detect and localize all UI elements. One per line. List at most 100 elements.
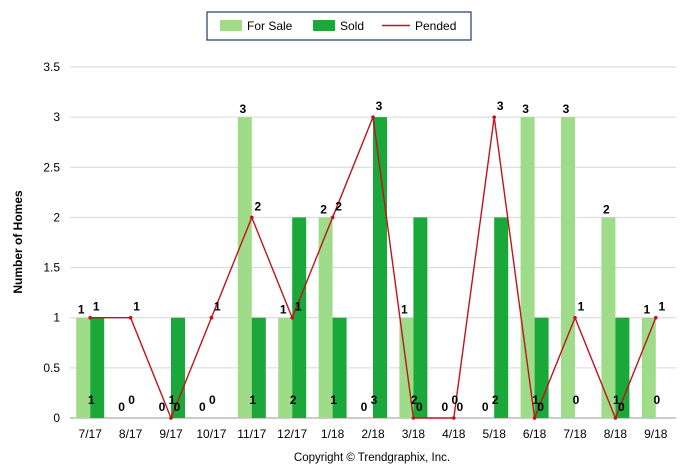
data-label-pended: 0	[537, 400, 544, 414]
data-label-for-sale: 1	[280, 303, 287, 317]
bar-for-sale	[561, 117, 575, 419]
x-axis: 7/17 8/17 9/17 10/17 11/17 12/17 1/18 2/18 3/18 4…	[79, 427, 668, 441]
data-label-pended: 1	[658, 300, 665, 314]
bar-for-sale	[278, 317, 293, 418]
data-label-sold: 1	[330, 393, 337, 407]
bars	[76, 117, 656, 419]
data-label-sold: 2	[290, 393, 297, 407]
data-label-sold: 1	[532, 393, 539, 407]
bar-sold	[90, 317, 105, 418]
data-label-sold: 0	[209, 393, 216, 407]
legend-label-for-sale: For Sale	[247, 19, 293, 33]
data-label-sold: 0	[128, 393, 135, 407]
pended-point	[492, 115, 497, 119]
data-label-pended: 2	[335, 199, 342, 213]
bar-sold	[373, 117, 387, 419]
data-label-pended: 1	[93, 300, 100, 314]
pended-point	[573, 315, 577, 320]
copyright-footer: Copyright © Trendgraphix, Inc.	[294, 452, 450, 464]
data-label-for-sale: 0	[441, 400, 448, 414]
pended-point	[128, 315, 133, 320]
legend-label-pended: Pended	[415, 19, 456, 33]
pended-point	[169, 416, 173, 420]
data-label-for-sale: 1	[643, 303, 650, 317]
data-label-sold: 3	[371, 393, 378, 407]
data-label-pended: 3	[376, 99, 383, 113]
pended-point	[371, 115, 375, 119]
data-label-for-sale: 0	[482, 400, 489, 414]
y-axis-title: Number of Homes	[11, 190, 25, 294]
x-tick-label: 7/18	[563, 427, 587, 441]
y-tick-label: 1.5	[43, 261, 60, 275]
y-tick-label: 3.5	[43, 60, 60, 74]
y-tick-label: 1	[53, 311, 60, 325]
x-tick-label: 6/18	[523, 427, 547, 441]
data-label-for-sale: 3	[522, 102, 529, 116]
data-label-sold: 2	[492, 393, 499, 407]
data-label-pended: 0	[174, 400, 181, 414]
x-tick-label: 3/18	[402, 427, 426, 441]
pended-point	[654, 315, 658, 320]
data-label-for-sale: 0	[199, 400, 206, 414]
data-label-pended: 2	[254, 199, 261, 213]
data-label-sold: 1	[88, 393, 95, 407]
legend-swatch-sold	[313, 20, 335, 31]
bar-for-sale	[237, 117, 252, 419]
bar-for-sale	[601, 217, 616, 418]
data-label-pended: 1	[295, 300, 302, 314]
y-tick-label: 2.5	[43, 160, 60, 174]
x-tick-label: 8/18	[604, 427, 628, 441]
data-label-pended: 1	[578, 300, 585, 314]
data-label-pended: 3	[497, 99, 504, 113]
data-label-sold: 1	[613, 393, 620, 407]
y-tick-label: 0.5	[43, 361, 60, 375]
legend: For Sale Sold Pended	[206, 11, 472, 41]
data-label-sold: 1	[249, 393, 256, 407]
legend-box	[206, 11, 472, 41]
x-tick-label: 2/18	[361, 427, 385, 441]
data-label-sold: 0	[573, 393, 580, 407]
legend-label-sold: Sold	[340, 19, 364, 33]
data-label-for-sale: 0	[361, 400, 368, 414]
bar-sold	[292, 217, 307, 418]
x-tick-label: 10/17	[196, 427, 226, 441]
pended-point	[613, 416, 618, 420]
x-tick-label: 8/17	[119, 427, 143, 441]
pended-point	[330, 215, 335, 220]
pended-point	[411, 416, 416, 420]
data-label-sold: 0	[653, 393, 660, 407]
bar-sold	[251, 317, 266, 418]
bar-sold	[413, 217, 428, 418]
data-label-for-sale: 1	[401, 303, 408, 317]
x-tick-label: 1/18	[321, 427, 345, 441]
data-label-for-sale: 1	[78, 303, 85, 317]
pended-line	[88, 114, 658, 421]
y-tick-label: 3	[53, 110, 60, 124]
pended-point	[88, 315, 92, 320]
data-label-for-sale: 3	[563, 102, 570, 116]
x-tick-label: 12/17	[277, 427, 307, 441]
data-label-sold: 2	[411, 393, 418, 407]
data-label-pended: 1	[214, 300, 221, 314]
x-tick-label: 9/18	[644, 427, 668, 441]
y-tick-label: 0	[53, 411, 60, 425]
data-label-pended: 0	[618, 400, 625, 414]
bar-sold	[494, 217, 509, 418]
x-tick-label: 11/17	[237, 427, 266, 441]
data-label-sold: 1	[169, 393, 176, 407]
pended-point	[532, 416, 537, 420]
y-axis: 0 0.5 1 1.5 2 2.5 3 3.5	[43, 60, 60, 425]
bar-for-sale	[318, 217, 333, 418]
x-tick-label: 5/18	[483, 427, 507, 441]
data-label-pended: 0	[416, 400, 423, 414]
legend-swatch-for-sale	[220, 20, 242, 31]
data-label-pended: 0	[456, 400, 463, 414]
bar-sold	[332, 317, 347, 418]
pended-point	[290, 315, 295, 320]
x-tick-label: 4/18	[442, 427, 466, 441]
data-label-sold: 0	[451, 393, 458, 407]
data-label-for-sale: 3	[239, 102, 246, 116]
x-tick-label: 9/17	[159, 427, 183, 441]
bar-for-sale	[520, 117, 535, 419]
